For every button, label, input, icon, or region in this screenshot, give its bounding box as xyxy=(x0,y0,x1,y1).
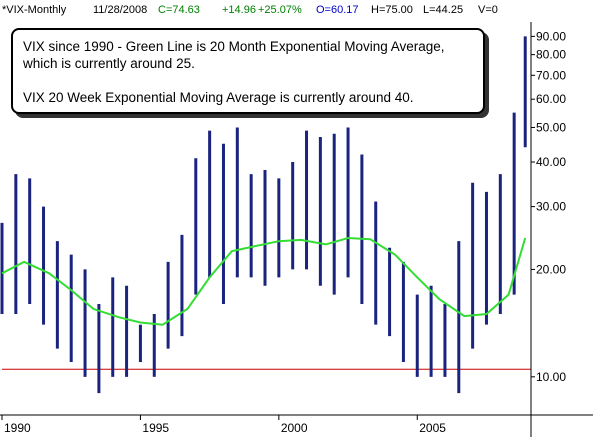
header-high: H=75.00 xyxy=(371,4,413,16)
y-tick-label: 90.00 xyxy=(536,29,566,43)
annotation-line-1: VIX since 1990 - Green Line is 20 Month … xyxy=(23,39,445,54)
annotation-spacer xyxy=(23,72,473,89)
x-axis: 1990 1995 2000 2005 xyxy=(0,414,593,435)
y-axis: 90.00 80.00 70.00 60.00 50.00 40.00 30.00 20.00… xyxy=(530,22,566,437)
x-tick-label: 2005 xyxy=(419,421,446,435)
header-close: C=74.63 xyxy=(158,4,200,16)
annotation-line-3: VIX 20 Week Exponential Moving Average i… xyxy=(23,90,414,105)
y-tick-label: 20.00 xyxy=(536,262,566,276)
annotation-box: VIX since 1990 - Green Line is 20 Month … xyxy=(11,28,485,114)
y-tick-label: 30.00 xyxy=(536,200,566,214)
x-tick-label: 2000 xyxy=(281,421,308,435)
header-symbol: *VIX-Monthly xyxy=(2,4,67,16)
header-low: L=44.25 xyxy=(423,4,463,16)
x-tick-label: 1990 xyxy=(4,421,31,435)
y-tick-label: 80.00 xyxy=(536,48,566,62)
plot-area xyxy=(0,36,531,394)
y-tick-label: 50.00 xyxy=(536,120,566,134)
y-tick-label: 60.00 xyxy=(536,92,566,106)
y-tick-label: 10.00 xyxy=(536,370,566,384)
y-tick-label: 40.00 xyxy=(536,155,566,169)
y-tick-label: 70.00 xyxy=(536,68,566,82)
annotation-line-2: which is currently around 25. xyxy=(23,56,195,71)
x-tick-label: 1995 xyxy=(142,421,169,435)
header-change: +14.96 xyxy=(222,4,256,16)
chart-header: *VIX-Monthly 11/28/2008 C=74.63 +14.96 +… xyxy=(2,4,498,16)
header-open: O=60.17 xyxy=(316,4,359,16)
ema-line xyxy=(1,236,527,326)
header-volume: V=0 xyxy=(478,4,498,16)
header-change-pct: +25.07% xyxy=(258,4,302,16)
header-date: 11/28/2008 xyxy=(93,4,147,16)
